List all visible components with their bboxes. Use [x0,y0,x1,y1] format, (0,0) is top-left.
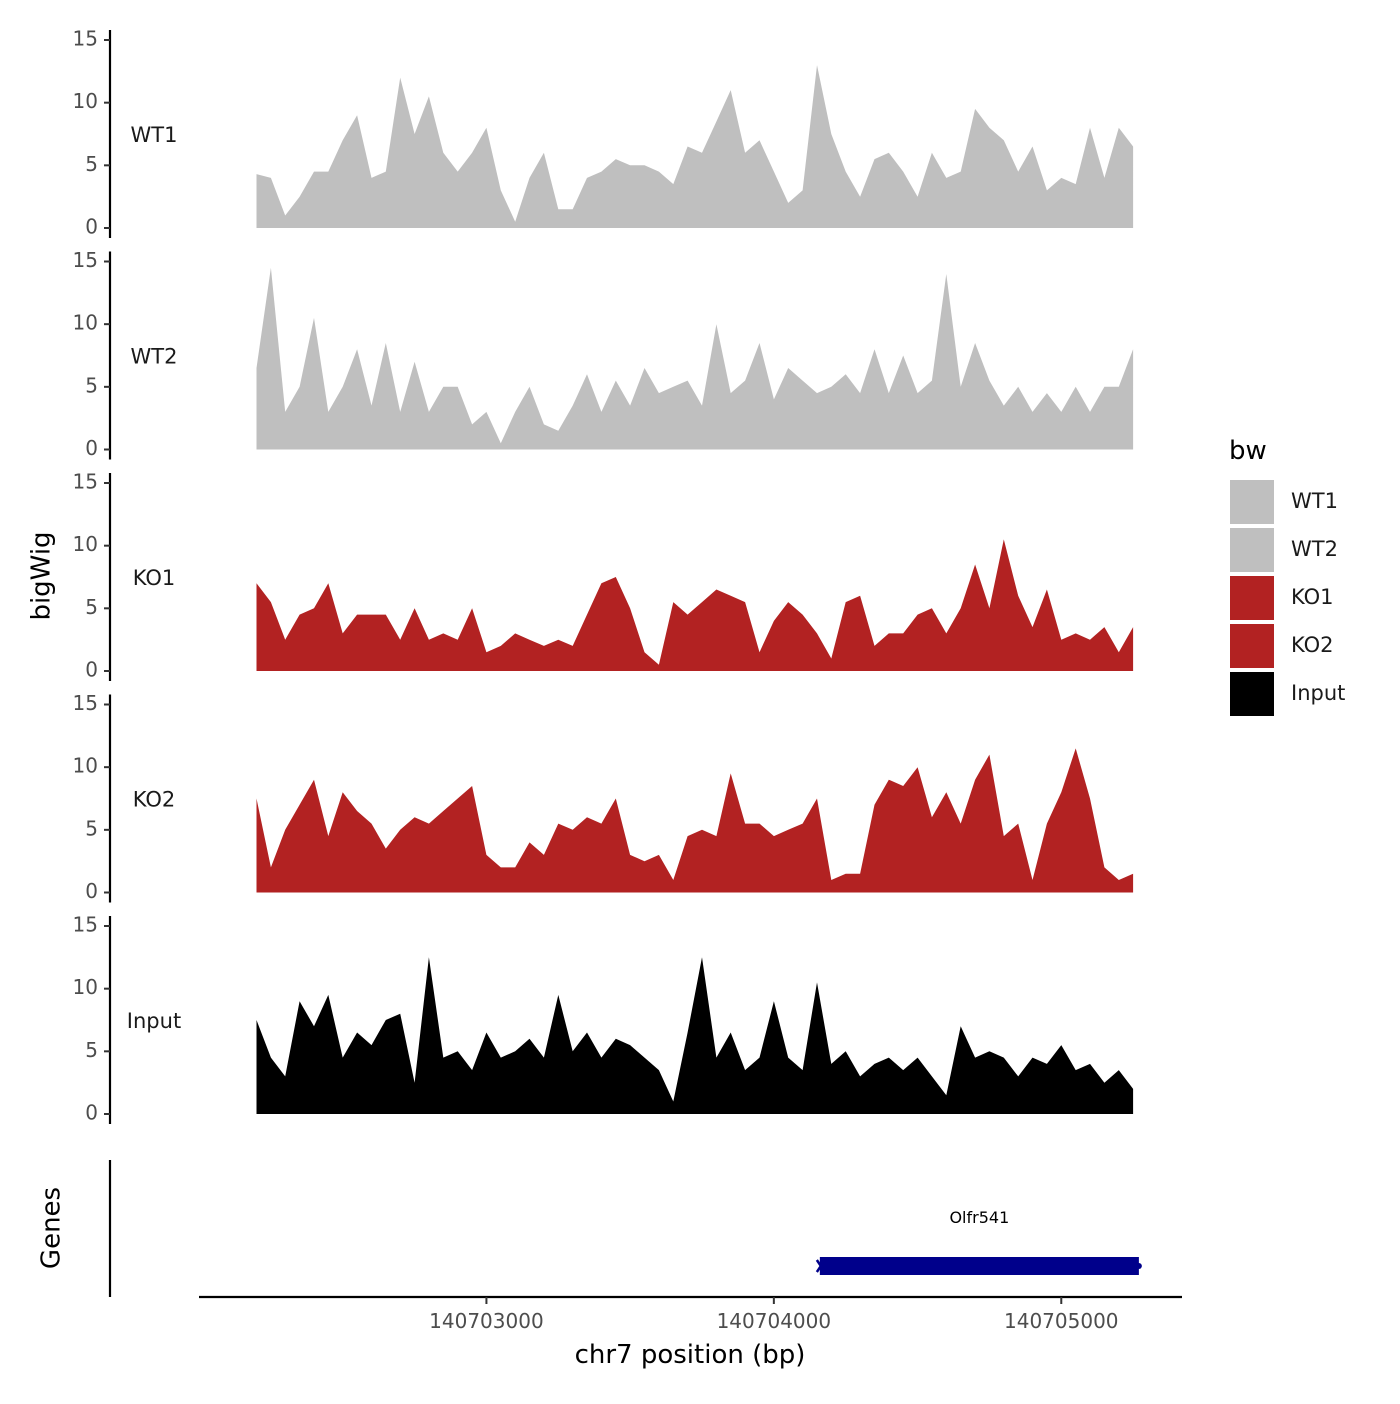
signal-area-ko2 [256,748,1134,893]
track-input: 0 5 10 15 Input [73,913,1134,1125]
legend: bw WT1 WT2 KO1 KO2 Input [1229,436,1345,716]
y-tick-label: 5 [85,595,98,619]
legend-label: WT2 [1291,537,1338,561]
legend-label: Input [1291,681,1345,705]
y-tick-label: 0 [85,879,98,903]
y-tick-label: 15 [73,691,98,715]
legend-label: KO1 [1291,585,1334,609]
track-wt1: 0 5 10 15 WT1 [73,27,1134,239]
x-tick-label: 140705000 [1004,1309,1119,1333]
track-ko2: 0 5 10 15 KO2 [73,691,1134,903]
y-tick-label: 15 [73,913,98,937]
y-tick-label: 5 [85,373,98,397]
legend-swatch-ko1 [1230,576,1274,620]
legend-label: WT1 [1291,489,1338,513]
track-label: Input [127,1009,181,1033]
x-axis-title: chr7 position (bp) [575,1340,806,1370]
y-tick-label: 10 [73,754,98,778]
y-tick-label: 0 [85,436,98,460]
y-axis-title: bigWig [27,531,57,620]
signal-area-ko1 [256,539,1134,671]
gene-features: Olfr541 [815,1208,1142,1275]
x-axis-ticks: 140703000 140704000 140705000 [429,1297,1119,1333]
signal-area-wt1 [256,65,1134,228]
gene-track: Genes Olfr541 140703000 140704000 14070500… [37,1160,1182,1333]
signal-tracks: 0 5 10 15 WT1 0 5 10 15 WT2 0 5 10 15 KO1 0 5 10 15 KO2 0 5 10… [73,27,1134,1125]
y-tick-label: 0 [85,215,98,239]
y-tick-label: 5 [85,1038,98,1062]
y-tick-label: 5 [85,816,98,840]
x-tick-label: 140703000 [429,1309,544,1333]
track-wt2: 0 5 10 15 WT2 [73,248,1134,460]
legend-swatch-input [1230,672,1274,716]
legend-items: WT1 WT2 KO1 KO2 Input [1230,480,1345,716]
y-tick-label: 10 [73,975,98,999]
legend-swatch-wt1 [1230,480,1274,524]
gene-track-title: Genes [37,1187,67,1269]
track-label: WT2 [131,345,178,369]
legend-title: bw [1229,436,1267,466]
y-tick-label: 10 [73,89,98,113]
gene-body [819,1257,1139,1275]
track-label: KO1 [133,566,176,590]
track-label: WT1 [131,123,178,147]
gene-label: Olfr541 [949,1208,1009,1227]
y-tick-label: 0 [85,658,98,682]
track-ko1: 0 5 10 15 KO1 [73,470,1134,682]
x-tick-label: 140704000 [717,1309,832,1333]
legend-swatch-ko2 [1230,624,1274,668]
y-tick-label: 10 [73,532,98,556]
strand-marker [815,1259,826,1273]
y-tick-label: 5 [85,152,98,176]
track-label: KO2 [133,788,176,812]
legend-label: KO2 [1291,633,1334,657]
y-tick-label: 0 [85,1101,98,1125]
y-tick-label: 15 [73,470,98,494]
y-tick-label: 15 [73,248,98,272]
gene-end-marker [1135,1263,1142,1269]
signal-area-input [256,957,1134,1114]
y-tick-label: 10 [73,311,98,335]
y-tick-label: 15 [73,27,98,51]
legend-swatch-wt2 [1230,528,1274,572]
signal-area-wt2 [256,267,1134,450]
